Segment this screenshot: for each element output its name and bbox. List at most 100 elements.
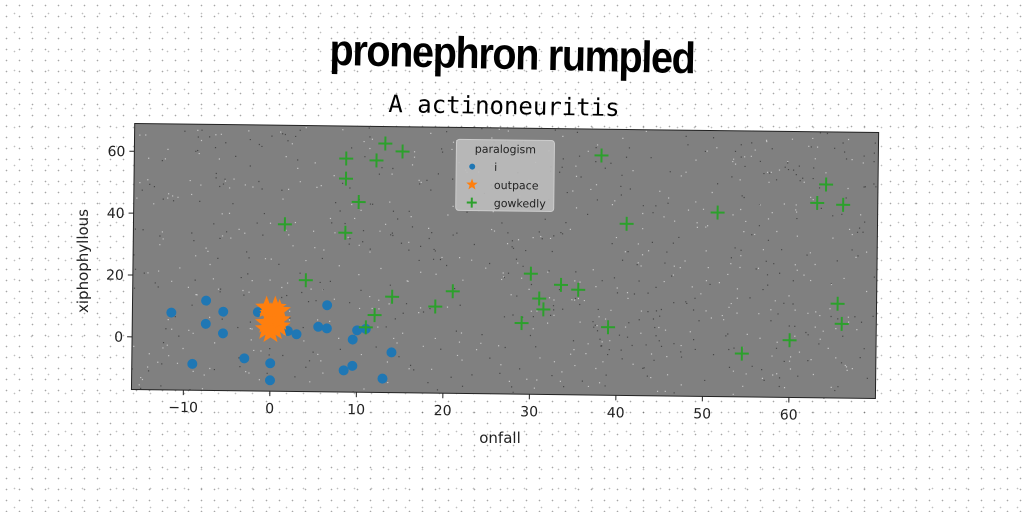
noise-speck [559, 380, 561, 382]
noise-speck [696, 226, 698, 228]
point-i [264, 375, 275, 386]
noise-speck [632, 363, 634, 365]
noise-speck [746, 333, 748, 335]
noise-speck [818, 343, 820, 345]
noise-speck [471, 259, 473, 261]
noise-speck [288, 188, 290, 190]
noise-speck [172, 200, 175, 202]
noise-speck [716, 147, 718, 149]
noise-speck [825, 172, 827, 174]
noise-speck [611, 204, 614, 206]
noise-speck [799, 180, 801, 182]
noise-speck [371, 307, 373, 310]
noise-speck [133, 254, 135, 256]
noise-speck [818, 187, 821, 189]
noise-speck [512, 314, 514, 316]
noise-speck [248, 291, 250, 293]
noise-speck [660, 345, 663, 348]
noise-speck [685, 135, 687, 138]
noise-speck [447, 214, 449, 216]
noise-speck [792, 169, 795, 171]
noise-speck [834, 389, 836, 392]
noise-speck [678, 236, 680, 239]
noise-speck [485, 267, 487, 269]
noise-speck [386, 361, 389, 363]
noise-speck [381, 167, 383, 169]
noise-speck [281, 286, 283, 289]
noise-speck [303, 340, 305, 342]
noise-speck [297, 159, 299, 161]
noise-speck [302, 326, 304, 329]
noise-speck [191, 193, 193, 196]
noise-speck [700, 293, 702, 295]
noise-speck [148, 157, 150, 159]
noise-speck [694, 297, 696, 299]
point-gowkedly [594, 148, 609, 163]
noise-speck [558, 288, 561, 291]
noise-speck [787, 168, 790, 171]
noise-speck [848, 228, 851, 231]
noise-speck [659, 190, 661, 192]
point-gowkedly [445, 284, 460, 299]
noise-speck [200, 139, 203, 142]
noise-speck [721, 314, 723, 317]
noise-speck [360, 353, 363, 356]
noise-speck [294, 376, 296, 378]
noise-speck [547, 271, 549, 273]
noise-speck [309, 381, 311, 383]
noise-speck [581, 380, 583, 382]
noise-speck [512, 247, 515, 249]
noise-speck [282, 198, 284, 200]
noise-speck [192, 332, 194, 334]
noise-speck [182, 347, 184, 350]
noise-speck [194, 279, 196, 281]
noise-speck [408, 368, 410, 370]
point-gowkedly [385, 289, 400, 304]
noise-speck [601, 345, 603, 347]
noise-speck [730, 263, 732, 265]
noise-speck [291, 143, 293, 145]
x-tick-label: 40 [607, 405, 625, 421]
noise-speck [511, 240, 514, 242]
noise-speck [369, 295, 371, 298]
noise-speck [587, 150, 589, 152]
noise-speck [431, 368, 433, 370]
noise-speck [856, 231, 859, 233]
noise-speck [280, 131, 282, 133]
noise-speck [377, 326, 379, 328]
noise-speck [873, 152, 876, 154]
noise-speck [656, 390, 659, 392]
noise-speck [627, 297, 629, 300]
noise-speck [446, 306, 449, 308]
noise-speck [872, 315, 874, 318]
noise-speck [687, 144, 689, 146]
noise-speck [266, 372, 268, 374]
noise-speck [339, 210, 341, 212]
noise-speck [572, 190, 574, 192]
noise-speck [402, 332, 404, 334]
noise-speck [333, 174, 335, 177]
noise-speck [562, 135, 564, 138]
noise-speck [834, 147, 836, 149]
noise-speck [750, 155, 752, 157]
noise-speck [695, 201, 697, 203]
noise-speck [305, 259, 307, 262]
noise-speck [774, 300, 776, 302]
noise-speck [341, 182, 344, 184]
noise-speck [506, 243, 509, 245]
noise-speck [650, 157, 652, 159]
noise-speck [209, 367, 211, 370]
legend-title: paralogism [475, 143, 536, 157]
noise-speck [402, 312, 404, 314]
noise-speck [201, 129, 203, 131]
noise-speck [253, 349, 255, 352]
noise-speck [857, 255, 859, 257]
noise-speck [776, 230, 778, 233]
noise-speck [369, 203, 372, 205]
noise-speck [308, 360, 311, 362]
noise-speck [530, 310, 532, 312]
noise-speck [171, 280, 173, 282]
noise-speck [428, 227, 430, 229]
noise-speck [578, 155, 581, 157]
noise-speck [840, 362, 843, 364]
